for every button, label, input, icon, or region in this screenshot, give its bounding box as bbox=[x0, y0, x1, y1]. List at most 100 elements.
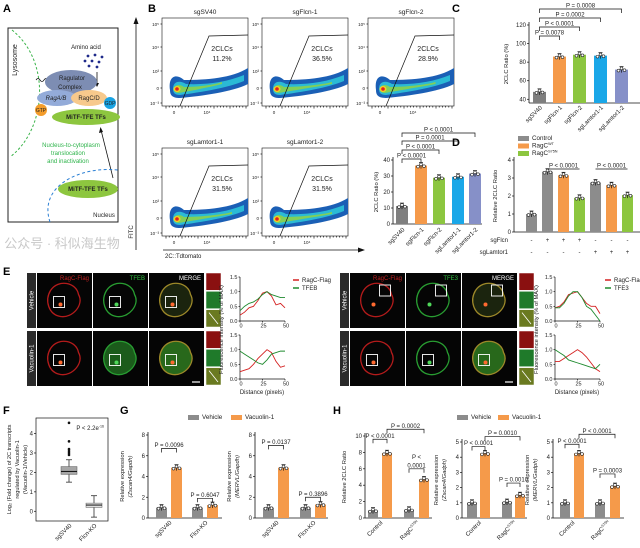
y-tick-label: 0.5 bbox=[545, 362, 553, 368]
data-point bbox=[580, 53, 585, 58]
gate-percent: 28.9% bbox=[418, 56, 438, 63]
data-point bbox=[210, 502, 215, 506]
y-tick-label: 0 bbox=[249, 516, 253, 522]
inset-zoom bbox=[205, 349, 222, 367]
x-tick-label: 50 bbox=[283, 382, 289, 388]
category-label: sgSV40 bbox=[261, 520, 281, 540]
data-point bbox=[557, 53, 562, 58]
flow-y-tick-label: 0 bbox=[156, 86, 159, 91]
bar bbox=[553, 56, 566, 103]
y-tick-label: 1 bbox=[30, 490, 34, 496]
bar bbox=[594, 55, 607, 103]
data-point bbox=[518, 492, 522, 496]
puncta bbox=[483, 360, 488, 365]
ragc-d bbox=[71, 90, 107, 106]
category-label: Control bbox=[558, 520, 576, 538]
inset-zoom bbox=[518, 330, 535, 349]
condition-label: sgLamtor1 bbox=[480, 250, 509, 256]
y-tick-label: 1.0 bbox=[545, 290, 553, 296]
p-value-label: P < 0.0001 bbox=[549, 164, 579, 170]
gate-label: 2CLCs bbox=[211, 176, 233, 183]
puncta bbox=[58, 302, 63, 307]
data-point bbox=[542, 171, 547, 175]
data-point bbox=[560, 55, 565, 59]
y-axis-label: (MERVL/Gapdh) bbox=[235, 455, 241, 498]
e-y-axis-label: Fluorescence intensity (% of MAX) bbox=[534, 285, 540, 374]
cell-outline bbox=[103, 340, 137, 376]
e-y-axis-label: Fluorescence intensity (% of MAX) bbox=[219, 285, 225, 374]
y-tick-label: 10 bbox=[383, 206, 390, 212]
y-tick-label: 4 bbox=[508, 158, 512, 164]
significance-bracket bbox=[471, 446, 486, 451]
box bbox=[60, 466, 78, 475]
condition-sign: + bbox=[626, 250, 630, 256]
flow-plot: sgFlcn-2 2CLCs 28.9% 10⁵ 10⁴ 10³ 0 10⁻³ 0 10⁴ bbox=[356, 9, 455, 115]
bar bbox=[558, 175, 569, 232]
y-tick-label: 0 bbox=[456, 516, 460, 522]
y-tick-label: 6 bbox=[359, 467, 363, 473]
row-label-bar bbox=[27, 331, 36, 386]
series-line-ragc-flag bbox=[239, 349, 286, 373]
data-point bbox=[382, 452, 386, 456]
condition-sign: - bbox=[531, 250, 533, 256]
flow-x-tick-label: 0 bbox=[173, 240, 176, 245]
condition-sign: - bbox=[627, 238, 629, 244]
roi-box bbox=[53, 296, 65, 308]
channel-label: MERGE bbox=[492, 276, 514, 282]
data-point bbox=[560, 502, 564, 506]
data-point bbox=[545, 168, 550, 173]
panel-label-e: E bbox=[3, 266, 10, 278]
row-label-bar bbox=[340, 273, 349, 328]
flow-plot: sgSV40 2CLCs 11.2% 10⁵ 10⁴ 10³ 0 10⁻³ 0 10⁴ bbox=[150, 9, 249, 115]
data-point bbox=[616, 484, 620, 489]
significance-bracket bbox=[539, 35, 560, 40]
x-tick-label: 0 bbox=[554, 324, 557, 330]
condition-sign: - bbox=[547, 250, 549, 256]
legend-swatch bbox=[188, 415, 199, 420]
series-line-tfe3 bbox=[554, 349, 601, 370]
data-point bbox=[480, 452, 484, 457]
flow-plot-title: sgFlcn-2 bbox=[399, 9, 424, 16]
y-tick-label: 1.0 bbox=[230, 290, 238, 296]
y-tick-label: 20 bbox=[383, 190, 390, 196]
data-point bbox=[419, 162, 423, 167]
y-tick-label: 0 bbox=[508, 230, 512, 236]
legend-label: RagC-Flag bbox=[614, 278, 640, 284]
data-point bbox=[374, 509, 378, 513]
bar bbox=[278, 467, 289, 518]
y-tick-label: 1 bbox=[508, 212, 512, 218]
channel-label: RagC-Flag bbox=[60, 276, 89, 282]
puncta bbox=[114, 360, 119, 365]
data-point bbox=[171, 466, 176, 471]
data-point bbox=[456, 173, 460, 178]
watermark: 公众号 · 科似海生物 bbox=[4, 236, 120, 251]
data-point bbox=[419, 478, 423, 483]
condition-label: sgFlcn bbox=[490, 238, 508, 244]
gtp-label: GTP bbox=[36, 108, 47, 114]
significance-bracket bbox=[408, 468, 425, 473]
gate-percent: 11.2% bbox=[212, 56, 231, 63]
flow-plot: sgFlcn-1 2CLCs 36.5% 10⁵ 10⁴ 10³ 0 10⁻³ 0 10⁴ bbox=[250, 9, 349, 115]
data-point bbox=[425, 478, 429, 482]
tf-cytoplasm bbox=[52, 109, 120, 125]
cell-outline bbox=[159, 340, 193, 376]
cell-outline bbox=[416, 282, 450, 318]
y-axis-label: (Zscan4/Gadph) bbox=[442, 459, 448, 501]
outlier-point bbox=[67, 449, 71, 453]
y-tick-label: 4 bbox=[359, 483, 363, 489]
line-profile-plot: 0.0 0.5 1.0 1.5 0 25 50 bbox=[545, 275, 604, 330]
data-point bbox=[580, 452, 584, 456]
bar bbox=[573, 54, 586, 103]
data-point bbox=[470, 172, 474, 177]
data-point bbox=[574, 54, 579, 58]
significance-bracket bbox=[564, 443, 580, 449]
bar bbox=[515, 495, 525, 518]
flow-y-tick-label: 10⁴ bbox=[152, 45, 159, 50]
legend-label: RagC-Flag bbox=[302, 278, 331, 284]
y-tick-label: 3 bbox=[456, 470, 460, 476]
bar bbox=[171, 467, 182, 518]
y-tick-label: 4 bbox=[142, 475, 146, 481]
cell-outline bbox=[360, 282, 394, 318]
density-peak-core bbox=[175, 87, 179, 91]
y-tick-label: 4 bbox=[456, 455, 460, 461]
